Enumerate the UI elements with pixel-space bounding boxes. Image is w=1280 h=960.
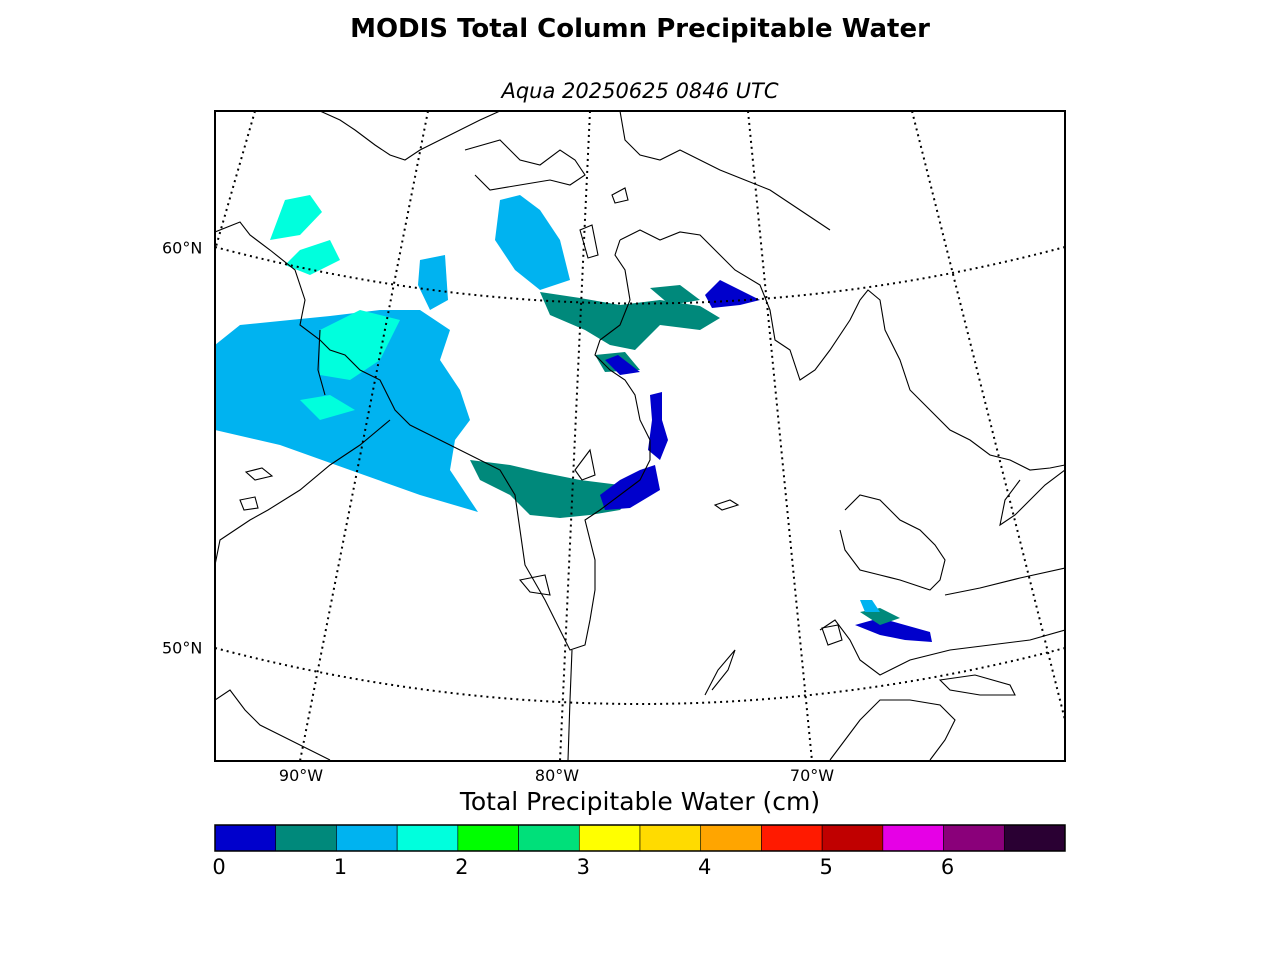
tpw-patch-southeast-teal [860, 608, 900, 625]
lat-label: 60°N [162, 238, 203, 258]
tpw-patch-southeast-light [860, 600, 880, 612]
border-ontario-quebec [567, 649, 573, 761]
tpw-patch-north [495, 195, 570, 290]
colorbar-tick-label: 5 [819, 855, 833, 879]
colorbar-segment [821, 824, 884, 852]
lake-mistassini [704, 649, 736, 696]
meridian-95w [215, 111, 256, 251]
island-mansel [579, 224, 599, 259]
lat-label: 50°N [162, 638, 203, 658]
colorbar-segment [578, 824, 641, 852]
coastline-gulf-north [839, 494, 946, 591]
colorbar-frame [214, 824, 1066, 852]
island-small-2 [713, 499, 740, 511]
parallel-50n [215, 647, 1065, 705]
border-nunavut [317, 329, 326, 396]
lon-label: 90°W [278, 766, 324, 785]
colorbar-title: Total Precipitable Water (cm) [459, 787, 821, 816]
border-quebec-labrador [944, 567, 1065, 596]
lake-2 [244, 467, 274, 481]
colorbar-segment [396, 824, 459, 852]
island-anticosti [938, 674, 1016, 696]
lake-1 [239, 496, 259, 511]
colorbar-segment [761, 824, 823, 852]
coastline-great-lakes [215, 689, 331, 761]
colorbar-segment [275, 824, 337, 852]
island-small-3 [821, 624, 843, 646]
colorbar-tick-label: 3 [576, 855, 590, 879]
colorbar-segment [336, 824, 398, 852]
colorbar-segment [1003, 824, 1066, 852]
tpw-patch-northeast-teal [650, 285, 700, 305]
colorbar-segment [639, 824, 702, 852]
meridian-90w [299, 111, 429, 761]
colorbar-segment [943, 824, 1005, 852]
coastline-labrador-east [999, 469, 1065, 527]
island-small-1 [611, 187, 629, 204]
parallel-60n [215, 246, 1065, 305]
coastline-ungava [619, 229, 1065, 471]
graticule [215, 111, 1065, 761]
tpw-band-south-teal [470, 460, 640, 518]
colorbar [214, 824, 1066, 852]
coastline-baffin-south [619, 111, 831, 231]
meridian-85w [559, 111, 591, 761]
colorbar-tick-label: 4 [698, 855, 712, 879]
coastline-maritimes [829, 699, 956, 761]
lon-label: 80°W [534, 766, 580, 785]
colorbar-tick-label: 0 [212, 855, 226, 879]
border-manitoba-ontario [215, 419, 391, 566]
tpw-patch-central-west-2 [300, 395, 355, 420]
coastline-st-lawrence [819, 619, 1065, 676]
colorbar-tick-label: 1 [333, 855, 348, 879]
tpw-band-north-teal [540, 292, 720, 350]
tpw-patch-ungava-blue [705, 280, 760, 308]
colorbar-segment [457, 824, 519, 852]
lon-label: 70°W [789, 766, 835, 785]
meridian-70w [911, 111, 1065, 721]
chart-title: MODIS Total Column Precipitable Water [350, 14, 930, 44]
tpw-strip-east-blue [648, 392, 668, 460]
chart-subtitle: Aqua 20250625 0846 UTC [501, 79, 779, 103]
tpw-patch-southeast-blue [855, 618, 932, 642]
island-akimiski [518, 574, 551, 596]
coastline-baffin [319, 111, 501, 161]
meridian-75w [747, 111, 813, 761]
tpw-patch-north-2 [418, 255, 448, 310]
colorbar-segment [214, 824, 277, 852]
tpw-patch-northwest [270, 195, 322, 240]
island-belcher [574, 448, 596, 481]
colorbar-segment [518, 824, 580, 852]
colorbar-tick-label: 2 [455, 855, 469, 879]
colorbar-tick-label: 6 [940, 855, 955, 879]
map-frame [214, 110, 1066, 762]
tpw-patch-hudson-blue [605, 355, 640, 375]
tpw-patch-central-west [320, 310, 400, 380]
colorbar-segment [882, 824, 944, 852]
colorbar-segment [700, 824, 762, 852]
map-area [215, 111, 1065, 761]
coastline-southampton [464, 139, 586, 191]
